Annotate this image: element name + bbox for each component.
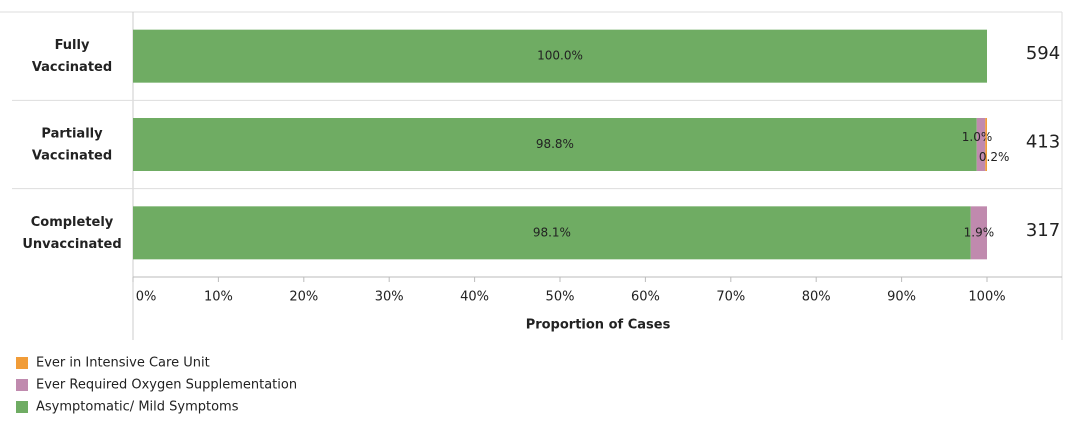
x-tick-label: 50% bbox=[546, 290, 575, 305]
bar-segment bbox=[970, 206, 987, 260]
x-axis-label: Proportion of Cases bbox=[526, 318, 671, 333]
legend-label: Asymptomatic/ Mild Symptoms bbox=[36, 400, 239, 415]
row-total: 413 bbox=[1026, 132, 1060, 153]
x-tick-label: 80% bbox=[802, 290, 831, 305]
legend-swatch bbox=[16, 379, 28, 391]
row-total: 317 bbox=[1026, 220, 1060, 241]
legend-swatch bbox=[16, 357, 28, 369]
bar-segment bbox=[133, 29, 987, 83]
x-tick-label: 30% bbox=[375, 290, 404, 305]
value-label: 1.9% bbox=[964, 225, 995, 239]
bar-segment bbox=[133, 118, 977, 171]
value-label: 98.8% bbox=[536, 137, 574, 151]
category-label: Partially Vaccinated bbox=[32, 126, 112, 163]
x-tick-label: 0% bbox=[136, 290, 157, 305]
legend-label: Ever in Intensive Care Unit bbox=[36, 356, 210, 371]
bar-segment bbox=[133, 206, 971, 260]
value-label: 0.2% bbox=[979, 150, 1010, 164]
legend-swatch bbox=[16, 401, 28, 413]
x-tick-label: 20% bbox=[289, 290, 318, 305]
x-tick-label: 60% bbox=[631, 290, 660, 305]
value-label: 100.0% bbox=[537, 49, 583, 63]
x-tick-label: 100% bbox=[968, 290, 1005, 305]
x-tick-label: 10% bbox=[204, 290, 233, 305]
bar-segment bbox=[985, 118, 987, 171]
x-tick-label: 70% bbox=[716, 290, 745, 305]
x-tick-label: 40% bbox=[460, 290, 489, 305]
legend-label: Ever Required Oxygen Supplementation bbox=[36, 378, 297, 393]
bar-segment bbox=[976, 118, 986, 171]
value-label: 98.1% bbox=[533, 225, 571, 239]
row-total: 594 bbox=[1026, 43, 1060, 64]
category-label: Completely Unvaccinated bbox=[22, 214, 121, 251]
category-label: Fully Vaccinated bbox=[32, 38, 112, 75]
x-tick-label: 90% bbox=[887, 290, 916, 305]
value-label: 1.0% bbox=[962, 130, 993, 144]
